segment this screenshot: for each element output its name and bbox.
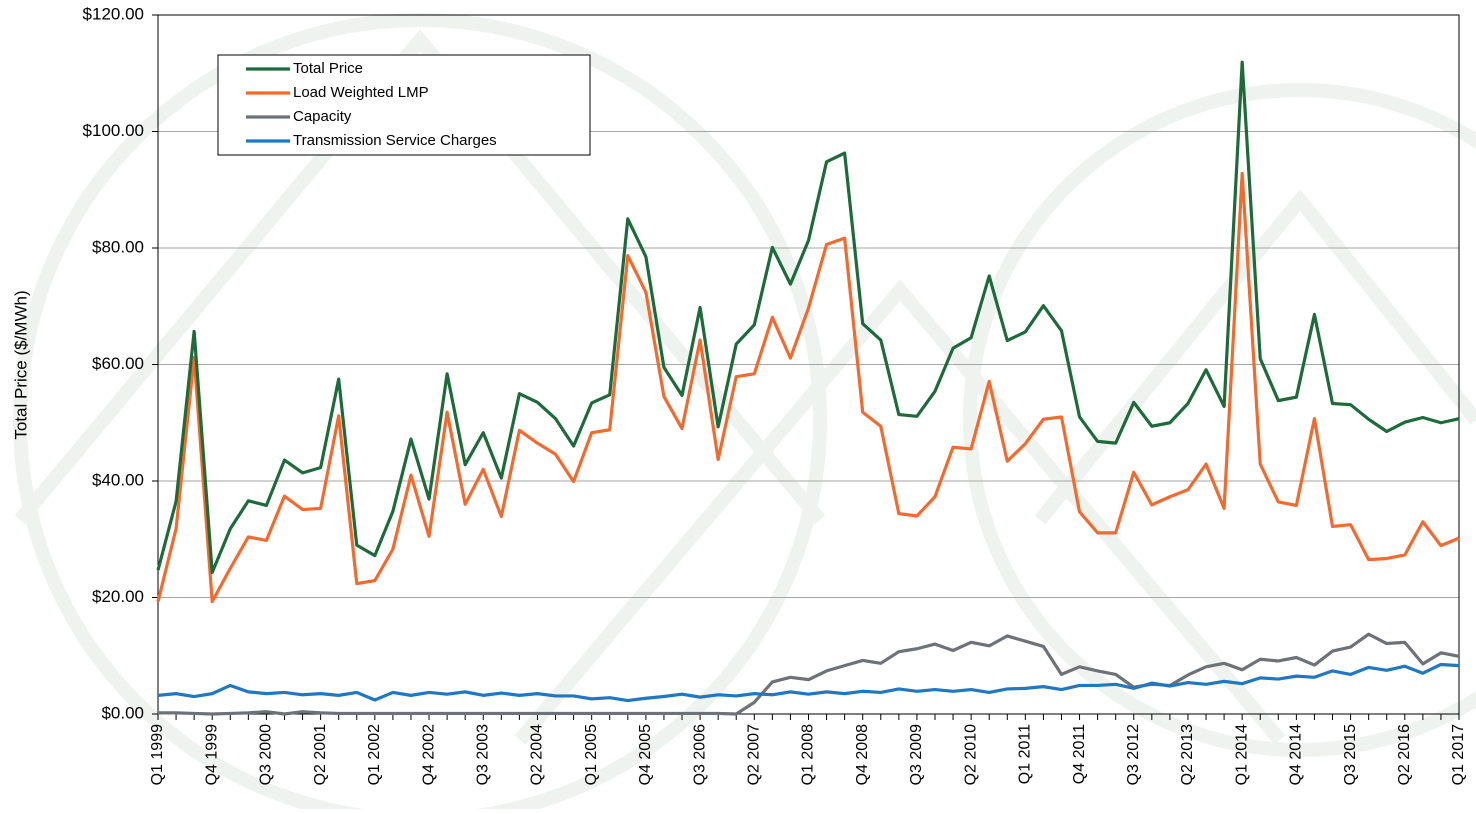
x-tick-label: Q4 2014 (1288, 724, 1305, 785)
x-tick-label: Q3 2006 (691, 724, 708, 785)
x-tick-label: Q2 2016 (1396, 724, 1413, 785)
x-tick-label: Q4 1999 (203, 724, 220, 785)
x-tick-label: Q3 2012 (1125, 724, 1142, 785)
x-tick-label: Q2 2013 (1179, 724, 1196, 785)
x-tick-label: Q1 1999 (149, 724, 166, 785)
x-tick-label: Q2 2007 (746, 724, 763, 785)
x-tick-label: Q1 2005 (583, 724, 600, 785)
watermark (13, 13, 1476, 814)
y-tick-label: $40.00 (92, 470, 144, 489)
series-line (157, 662, 1460, 703)
y-tick-label: $120.00 (83, 4, 144, 23)
legend-label: Capacity (293, 108, 352, 125)
x-tick-label: Q2 2004 (529, 724, 546, 785)
x-tick-label: Q3 2000 (258, 724, 275, 785)
x-tick-label: Q3 2009 (908, 724, 925, 785)
x-tick-label: Q2 2001 (312, 724, 329, 785)
x-tick-label: Q1 2008 (800, 724, 817, 785)
x-tick-label: Q4 2008 (854, 724, 871, 785)
legend-label: Total Price (293, 60, 363, 77)
x-tick-label: Q4 2011 (1071, 724, 1088, 784)
legend-label: Load Weighted LMP (293, 84, 429, 101)
x-tick-label: Q1 2011 (1017, 724, 1034, 784)
series-line (156, 60, 1460, 575)
legend-box (217, 54, 591, 156)
y-tick-label: $80.00 (92, 237, 144, 256)
y-tick-label: $100.00 (83, 121, 144, 140)
x-tick-label: Q2 2010 (962, 724, 979, 785)
series-line (156, 171, 1460, 604)
y-tick-label: $0.00 (101, 703, 144, 722)
x-tick-label: Q3 2015 (1342, 724, 1359, 785)
x-tick-label: Q4 2002 (420, 724, 437, 785)
y-tick-label: $20.00 (92, 587, 144, 606)
x-tick-label: Q1 2017 (1450, 724, 1467, 785)
legend: Total Price Load Weighted LMP Capacity Tran… (217, 54, 591, 156)
y-axis-label: Total Price ($/MWh) (11, 290, 30, 439)
legend-label: Transmission Service Charges (293, 132, 497, 149)
x-tick-label: Q1 2014 (1233, 724, 1250, 785)
y-tick-label: $60.00 (92, 354, 144, 373)
x-tick-label: Q1 2002 (366, 724, 383, 785)
series-line (158, 632, 1460, 716)
x-tick-label: Q4 2005 (637, 724, 654, 785)
x-tick-label: Q3 2003 (474, 724, 491, 785)
